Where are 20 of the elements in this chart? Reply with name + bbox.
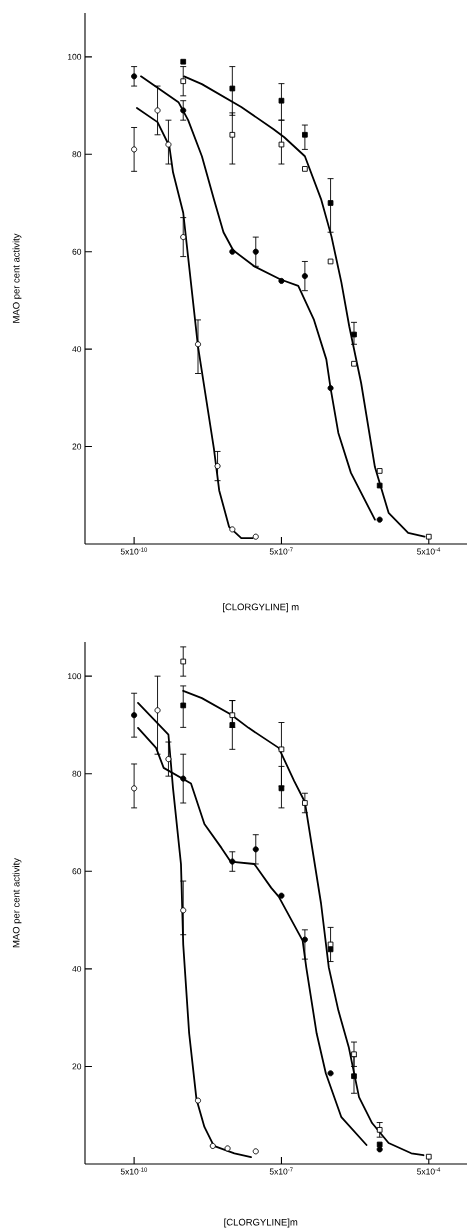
x-tick-label: 5x10$^{-10}$ — [120, 1167, 148, 1175]
y-tick-label: 60 — [72, 868, 82, 875]
x-tick-label: 5x10$^{-7}$ — [269, 547, 293, 555]
x-tick-label: 5x10$^{-7}$ — [269, 1167, 293, 1175]
y-axis-title: MAO per cent activity — [12, 233, 22, 323]
y-tick-label: 40 — [72, 346, 82, 353]
y-axis-title: MAO per cent activity — [12, 858, 22, 948]
x-tick-label: 5x10$^{-4}$ — [417, 1167, 441, 1175]
x-axis-title: [CLORGYLINE]m — [224, 1218, 298, 1228]
y-tick-label: 80 — [72, 151, 82, 158]
y-tick-label: 100 — [67, 673, 82, 680]
y-tick-label: 20 — [72, 1063, 82, 1070]
y-tick-label: 80 — [72, 770, 82, 777]
x-tick-label: 5x10$^{-10}$ — [120, 547, 148, 555]
y-tick-label: 40 — [72, 965, 82, 972]
x-tick-label: 5x10$^{-4}$ — [417, 547, 441, 555]
y-tick-label: 100 — [67, 53, 82, 60]
y-tick-label: 20 — [72, 443, 82, 450]
y-tick-label: 60 — [72, 248, 82, 255]
x-axis-title: [CLORGYLINE] m — [223, 603, 299, 613]
